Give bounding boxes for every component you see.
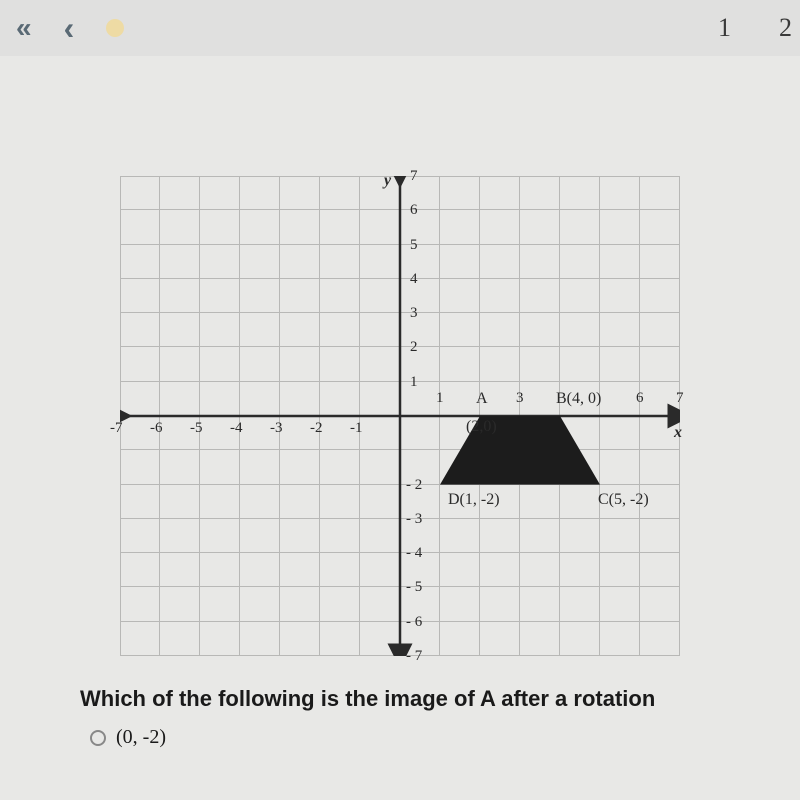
- toolbar: « ‹ 1 2: [0, 0, 800, 56]
- radio-icon[interactable]: [90, 730, 106, 746]
- coordinate-plane: y x -7-6-5-4-3-2-11234567- 2- 3- 4- 5- 6…: [120, 176, 680, 656]
- nav-prev-icon[interactable]: ‹: [64, 10, 75, 47]
- option-1-label: (0, -2): [116, 726, 166, 749]
- indicator-dot: [106, 19, 124, 37]
- page-2[interactable]: 2: [779, 13, 792, 43]
- page-1[interactable]: 1: [718, 13, 731, 43]
- nav-first-icon[interactable]: «: [16, 12, 32, 44]
- x-axis-label: x: [674, 424, 682, 442]
- option-1[interactable]: (0, -2): [90, 726, 790, 749]
- page-indicator: 1 2: [718, 13, 792, 43]
- y-axis-label: y: [384, 172, 391, 190]
- content-area: y x -7-6-5-4-3-2-11234567- 2- 3- 4- 5- 6…: [0, 56, 800, 800]
- question-text: Which of the following is the image of A…: [80, 686, 790, 712]
- axes-svg: [120, 176, 680, 656]
